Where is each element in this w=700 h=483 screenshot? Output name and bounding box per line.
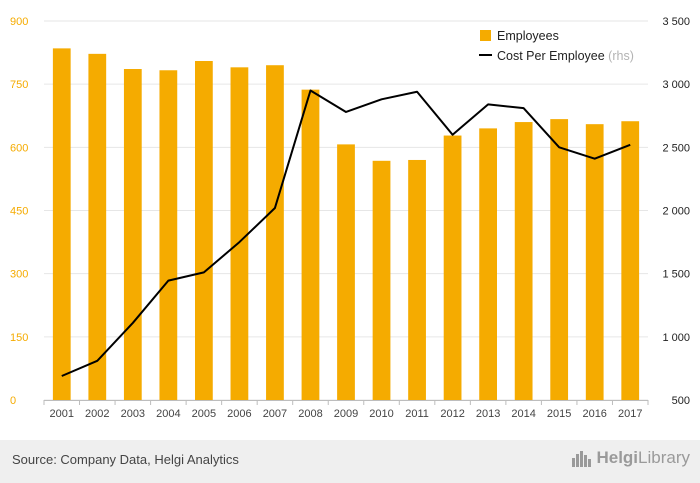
y-right-tick-label: 1 500 [662,269,690,281]
bar [88,53,107,400]
y-left-tick-label: 300 [10,269,28,281]
helgi-library-logo[interactable]: HelgiLibrary [572,448,690,468]
x-tick-label: 2003 [121,408,145,420]
bar [443,135,462,400]
bar [123,69,142,401]
bar [372,160,391,400]
x-tick-label: 2012 [440,408,464,420]
y-left-tick-label: 900 [10,16,28,28]
y-left-tick-label: 750 [10,79,28,91]
y-right-tick-label: 2 500 [662,142,690,154]
bar [266,65,284,400]
y-right-tick-label: 3 000 [662,79,690,91]
y-right-tick-label: 500 [672,395,690,407]
y-right-tick-label: 2 000 [662,206,690,218]
y-right-tick-label: 3 500 [662,16,690,28]
y-left-tick-label: 450 [10,206,28,218]
x-tick-label: 2017 [618,408,642,420]
bar [337,144,355,400]
x-tick-label: 2011 [405,408,429,420]
bar [621,121,640,401]
legend-label-employees: Employees [497,29,559,43]
x-tick-label: 2009 [334,408,358,420]
bar [585,124,604,400]
bar [52,48,71,400]
x-tick-label: 2007 [263,408,287,420]
bar [479,128,497,400]
bar [159,70,178,401]
x-tick-label: 2010 [369,408,393,420]
x-tick-label: 2001 [50,408,74,420]
legend-label-cost: Cost Per Employee (rhs) [497,49,634,63]
x-tick-label: 2013 [476,408,500,420]
bar [195,61,213,400]
y-left-tick-label: 600 [10,142,28,154]
y-left-tick-label: 150 [10,332,28,344]
bar [230,67,249,401]
city-skyline-icon [572,451,592,467]
x-tick-label: 2006 [227,408,251,420]
logo-text: HelgiLibrary [596,448,690,468]
source-note: Source: Company Data, Helgi Analytics [12,452,239,467]
bar [550,119,569,400]
x-tick-label: 2002 [85,408,109,420]
logo-light: Library [638,448,690,467]
x-tick-label: 2005 [192,408,216,420]
bar [408,159,426,400]
x-tick-label: 2016 [582,408,606,420]
bar [514,122,533,401]
legend-rhs-note: (rhs) [608,49,634,63]
bar [301,89,320,400]
x-tick-label: 2014 [511,408,535,420]
x-tick-label: 2008 [298,408,322,420]
x-tick-label: 2015 [547,408,571,420]
chart: 0 150 300 450 600 750 900 500 1 000 1 500 2 000 2 5… [10,16,690,420]
y-left-tick-label: 0 [10,395,16,407]
logo-bold: Helgi [596,448,639,467]
y-right-tick-label: 1 000 [662,332,690,344]
footer: Source: Company Data, Helgi Analytics He… [0,440,700,483]
legend-swatch-employees [480,30,491,41]
x-tick-label: 2004 [156,408,180,420]
